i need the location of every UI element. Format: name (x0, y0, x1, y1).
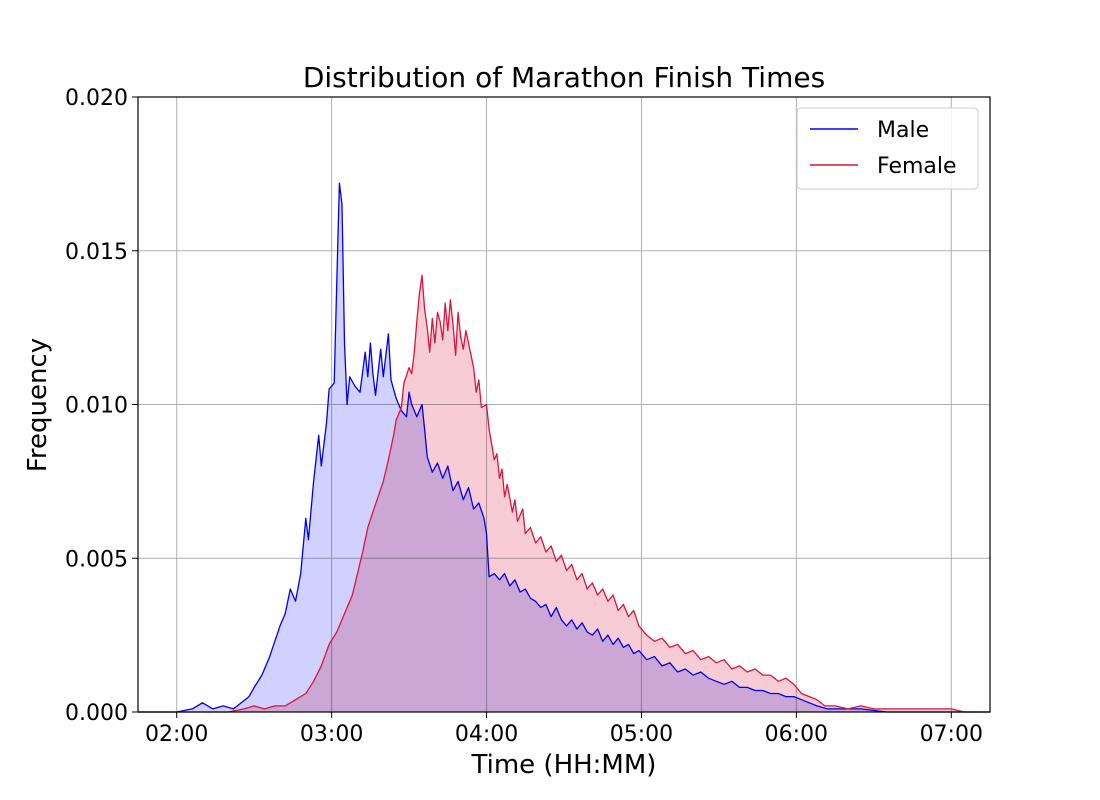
legend-label-male: Male (877, 118, 929, 143)
y-tick-label: 0.020 (65, 86, 128, 111)
x-tick-label: 03:00 (300, 722, 363, 747)
axis-ticks: 02:00 03:00 04:00 05:00 06:00 07:00 0.000 0.005… (65, 86, 983, 747)
legend: Male Female (796, 107, 979, 190)
series-lines (138, 182, 990, 713)
y-tick-label: 0.000 (65, 701, 128, 726)
y-axis-label: Frequency (23, 338, 53, 472)
series-areas (138, 183, 990, 713)
x-axis-label: Time (HH:MM) (471, 750, 657, 780)
x-tick-label: 06:00 (765, 722, 828, 747)
y-tick-label: 0.005 (65, 547, 128, 572)
y-tick-label: 0.015 (65, 240, 128, 265)
x-tick-label: 02:00 (145, 722, 208, 747)
legend-label-female: Female (877, 154, 957, 179)
male-series-line (138, 182, 990, 713)
chart-title: Distribution of Marathon Finish Times (303, 61, 825, 94)
x-tick-label: 07:00 (920, 722, 983, 747)
male-series-area (138, 183, 990, 713)
x-tick-label: 05:00 (610, 722, 673, 747)
female-series-line (138, 274, 990, 713)
y-tick-label: 0.010 (65, 394, 128, 419)
female-series-area (138, 275, 990, 712)
x-tick-label: 04:00 (455, 722, 518, 747)
